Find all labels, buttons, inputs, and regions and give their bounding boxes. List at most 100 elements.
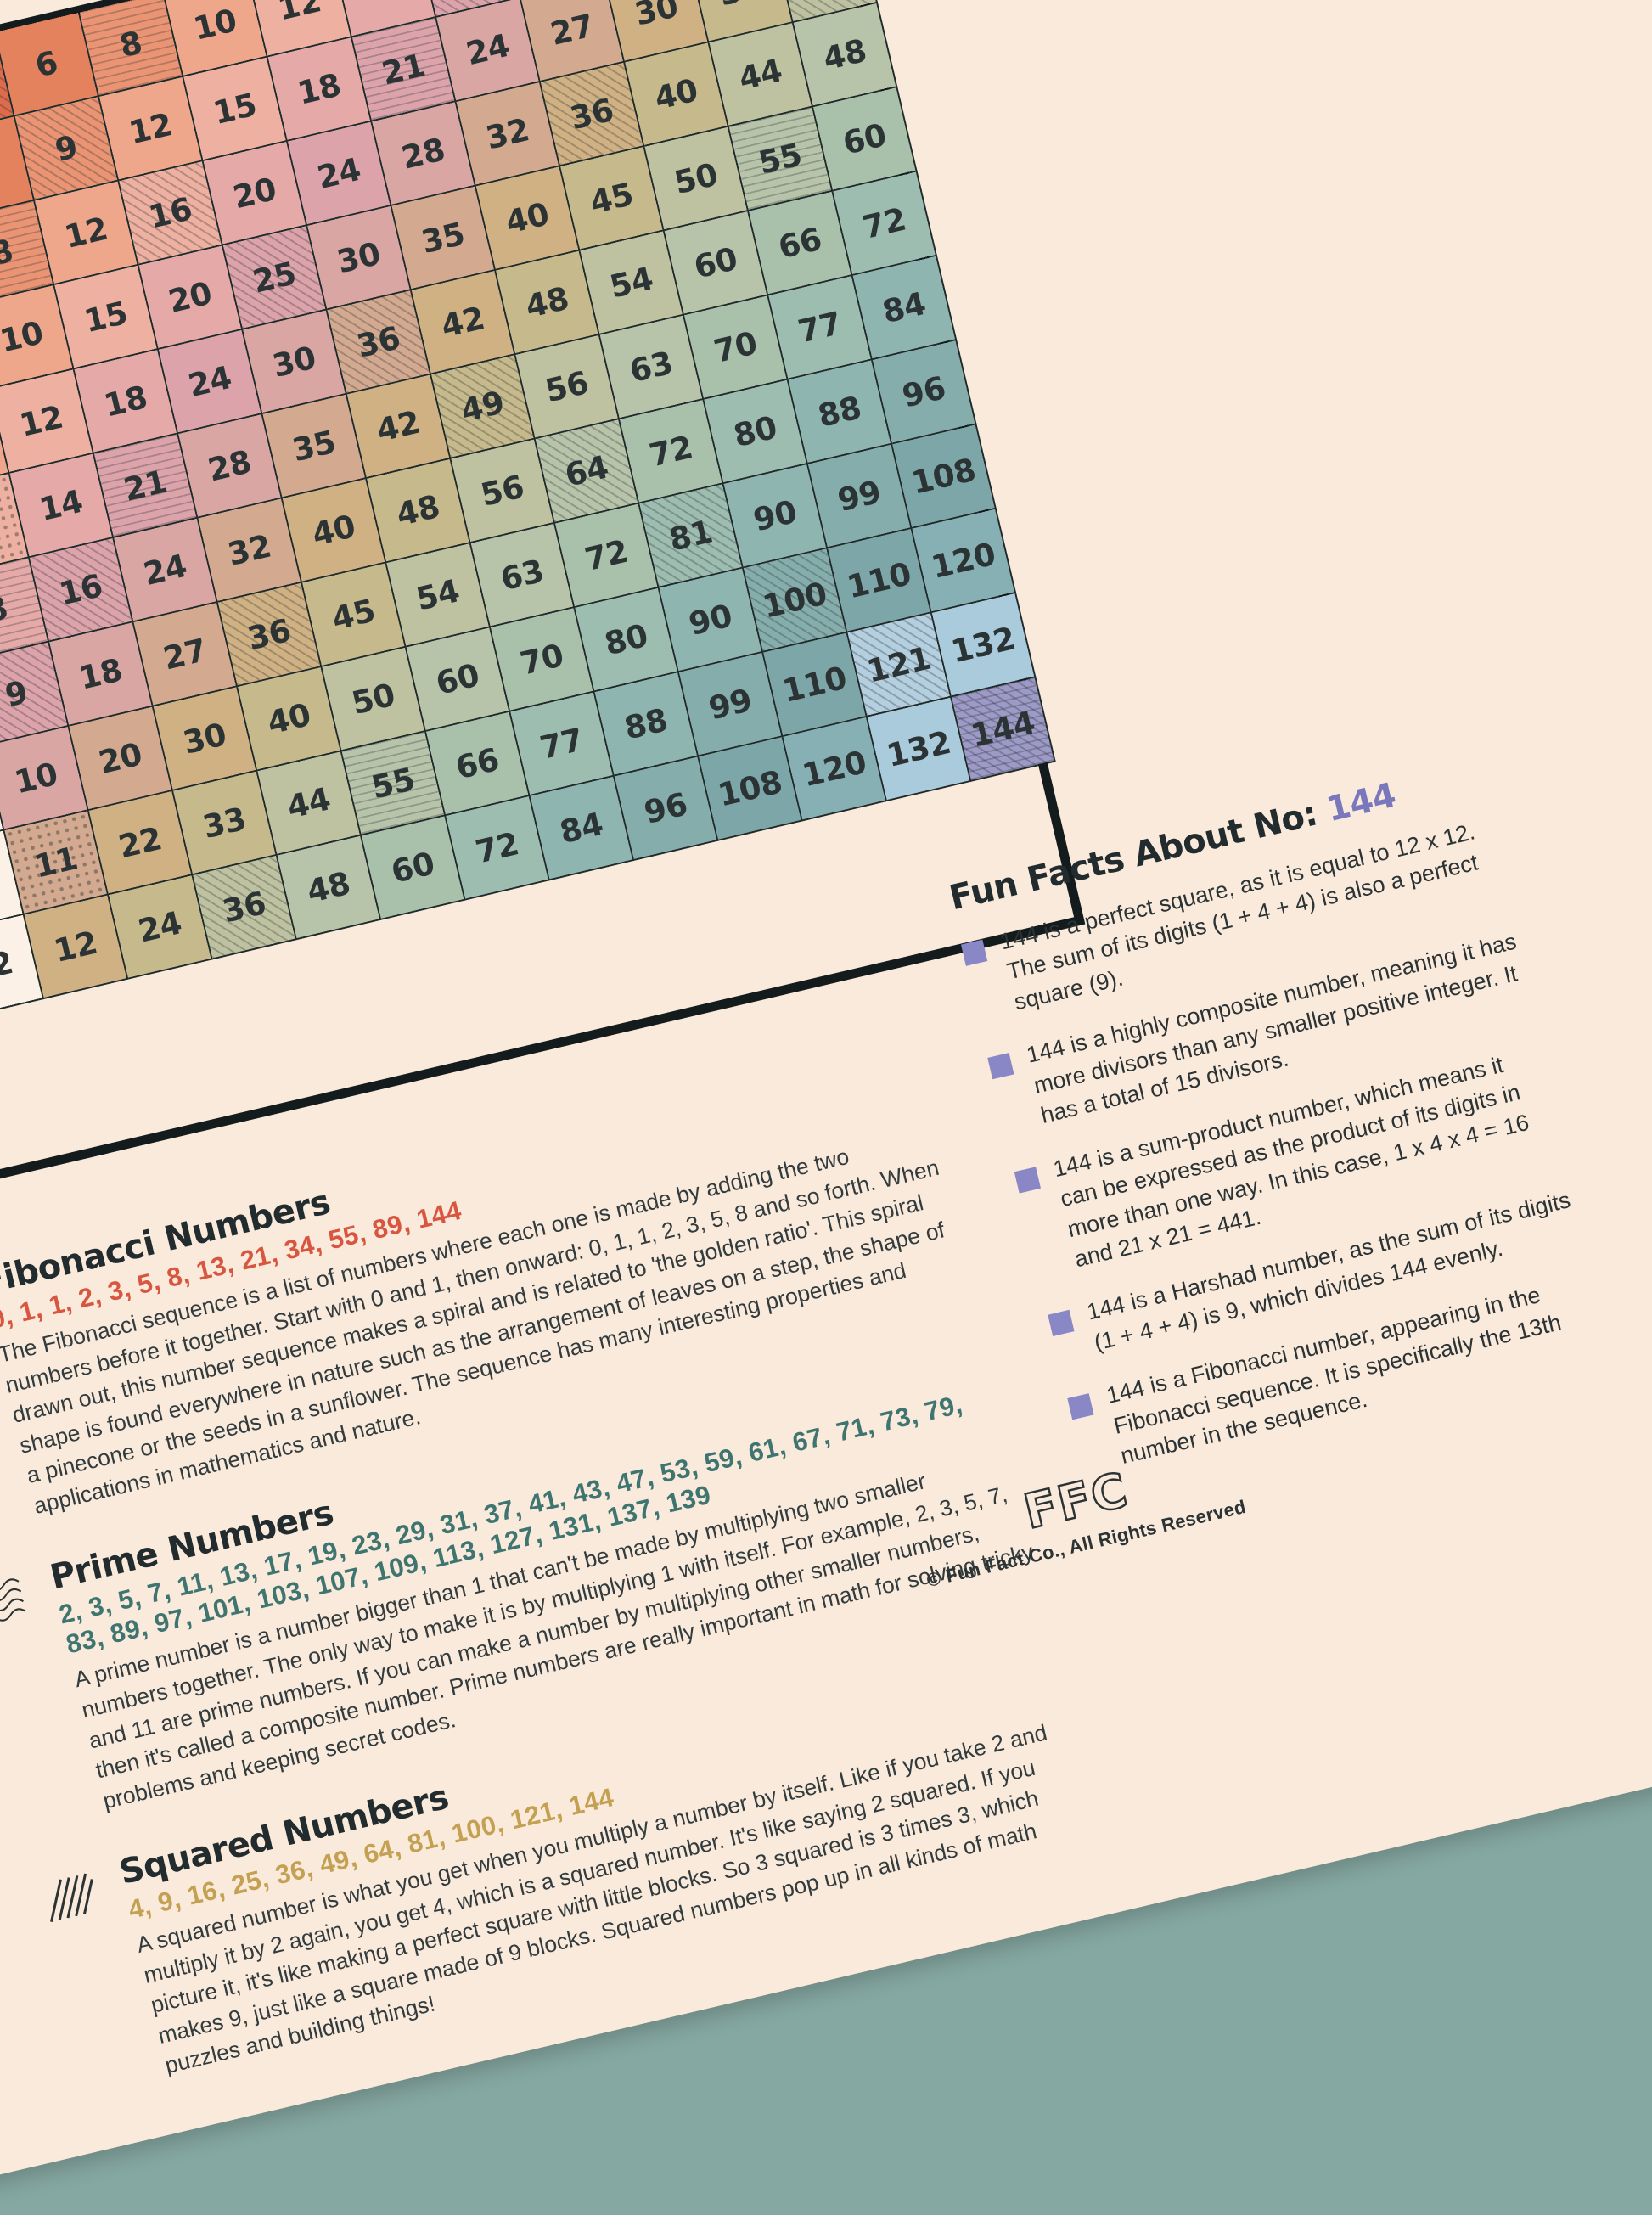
cell-value: 36	[353, 318, 404, 365]
cell-value: 27	[547, 7, 598, 53]
cell-value: 20	[95, 735, 146, 781]
bullet-square-icon	[1067, 1393, 1094, 1420]
cell-value: 70	[710, 323, 761, 370]
cell-value: 132	[883, 723, 954, 774]
cell-value: 21	[120, 462, 171, 509]
cell-value: 32	[482, 110, 533, 157]
cell-value: 12	[60, 210, 111, 256]
cell-value: 55	[755, 136, 806, 182]
cell-value: 70	[516, 636, 567, 683]
cell-value: 84	[879, 284, 930, 330]
bullet-square-icon	[960, 939, 988, 966]
cell-value: 8	[0, 232, 17, 273]
cell-value: 50	[671, 155, 722, 201]
cell-value: 54	[413, 571, 464, 618]
cell-value: 90	[750, 492, 801, 538]
wave-pattern-icon	[0, 1578, 26, 1623]
bullet-square-icon	[1014, 1166, 1041, 1194]
cell-value: 55	[368, 760, 419, 807]
cell-value: 45	[328, 592, 379, 638]
cell-value: 81	[665, 512, 716, 559]
cell-value: 49	[457, 383, 508, 430]
cell-value: 40	[263, 695, 314, 742]
cell-value: 10	[0, 313, 47, 360]
cell-value: 54	[606, 259, 657, 306]
cell-value: 72	[581, 532, 632, 578]
cell-value: 14	[36, 482, 87, 528]
cell-value: 24	[184, 358, 235, 404]
cell-value: 50	[348, 676, 399, 722]
cell-value: 32	[224, 527, 275, 573]
cell-value: 40	[650, 71, 701, 117]
cell-value: 24	[462, 26, 513, 72]
cell-value: 108	[907, 451, 980, 502]
cell-value: 10	[10, 755, 61, 801]
cell-value: 88	[621, 700, 671, 747]
cell-value: 21	[378, 46, 429, 93]
cell-value: 45	[586, 175, 637, 222]
cell-value: 110	[843, 554, 915, 605]
cell-value: 90	[685, 597, 736, 643]
cell-value: 35	[418, 215, 469, 261]
cell-value: 16	[55, 566, 106, 612]
cell-value: 132	[947, 619, 1019, 670]
cell-value: 60	[690, 239, 741, 286]
cell-value: 24	[134, 903, 185, 950]
cell-value: 24	[139, 547, 190, 593]
cell-value: 28	[204, 442, 255, 489]
cell-value: 48	[392, 487, 443, 533]
cell-value: 63	[626, 344, 677, 390]
number-facts-column: Fibonacci Numbers 0, 1, 1, 2, 3, 5, 8, 1…	[0, 1044, 1115, 2139]
cell-value: 77	[536, 721, 587, 767]
cell-value: 12	[15, 397, 66, 444]
cell-value: 96	[640, 785, 691, 831]
multiplication-table: 2246810121416182022243369121518212427303…	[0, 0, 1056, 1020]
cell-value: 72	[471, 824, 522, 871]
cell-value: 60	[839, 115, 890, 162]
cell-value: 36	[244, 611, 295, 657]
cell-value: 36	[566, 91, 617, 137]
cell-value: 96	[898, 368, 949, 415]
cell-value: 72	[859, 200, 910, 246]
cell-value: 88	[814, 388, 865, 435]
cell-value: 64	[561, 447, 612, 494]
cell-value: 60	[432, 656, 483, 702]
cell-value: 99	[834, 473, 885, 519]
cell-value: 20	[229, 170, 280, 216]
cell-value: 44	[735, 51, 786, 98]
cell-value: 80	[730, 408, 780, 454]
cell-value: 100	[759, 574, 830, 626]
cell-value: 77	[795, 304, 846, 351]
cell-value: 24	[313, 150, 364, 196]
fun-facts-number: 144	[1323, 775, 1400, 830]
cell-value: 40	[502, 194, 553, 241]
cell-value: 30	[333, 234, 384, 280]
cell-value: 25	[249, 254, 300, 301]
cell-value: 144	[967, 704, 1039, 755]
cell-value: 18	[100, 378, 151, 424]
cell-value: 72	[645, 428, 696, 474]
cell-value: 15	[80, 294, 131, 340]
cell-value: 27	[160, 631, 211, 677]
cell-value: 18	[294, 65, 345, 112]
cell-value: 6	[31, 43, 61, 84]
cell-value: 56	[477, 468, 528, 514]
cell-value: 48	[303, 864, 354, 910]
cell-value: 108	[714, 762, 786, 814]
cell-value: 14	[358, 0, 408, 8]
cell-value: 33	[199, 800, 250, 846]
cell-value: 18	[75, 650, 126, 697]
cell-value: 84	[556, 805, 607, 851]
cell-value: 16	[145, 189, 195, 236]
cell-value: 80	[600, 616, 651, 662]
product-cell: 144	[950, 677, 1055, 781]
bullet-square-icon	[987, 1053, 1014, 1080]
cell-value: 9	[51, 127, 81, 169]
cell-value: 66	[774, 220, 825, 266]
cell-value: 22	[115, 819, 166, 865]
cell-value: 33	[716, 0, 766, 13]
cell-value: 28	[397, 130, 448, 177]
cell-value: 42	[373, 403, 424, 449]
cell-value: 120	[798, 743, 870, 794]
